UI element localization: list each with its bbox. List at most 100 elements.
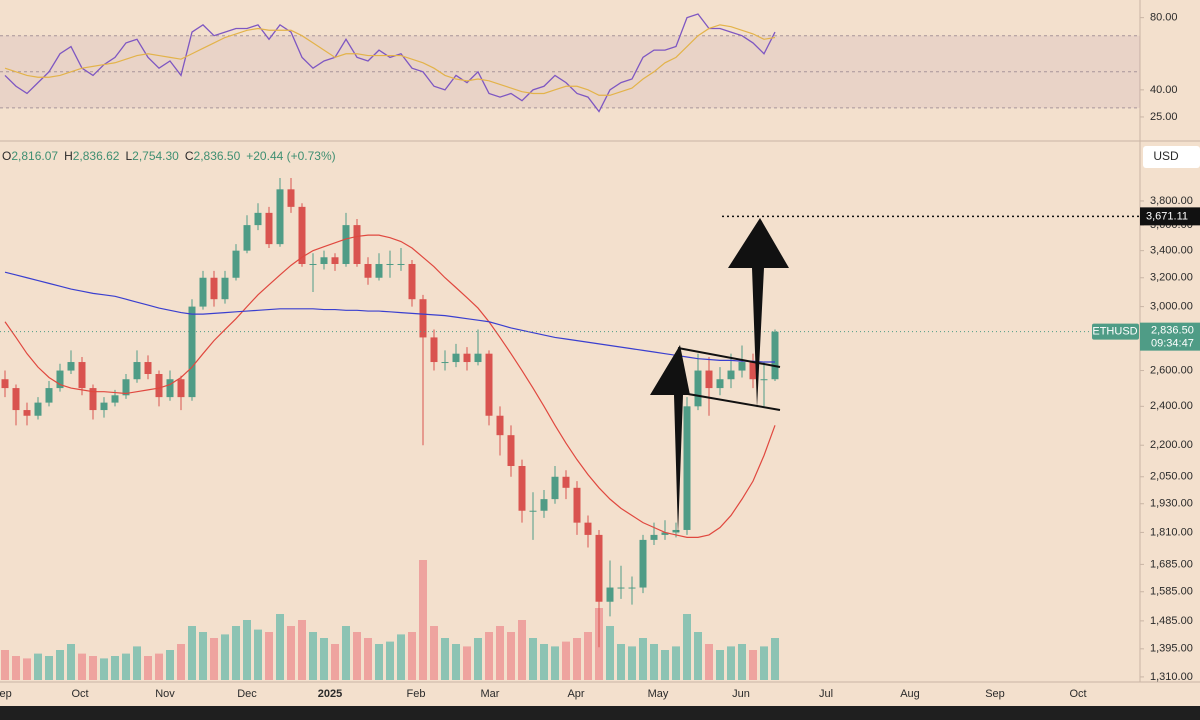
rsi-tick-label: 80.00: [1150, 12, 1178, 24]
volume-bar: [45, 656, 53, 680]
volume-bar: [716, 650, 724, 680]
candle-body: [254, 212, 262, 226]
candle-body: [45, 388, 53, 403]
volume-bar: [320, 638, 328, 680]
volume-bar: [353, 632, 361, 680]
volume-bar: [12, 656, 20, 680]
x-tick-label: Oct: [71, 688, 88, 700]
volume-bar: [606, 626, 614, 680]
annotations: [650, 218, 789, 535]
candle-body: [265, 212, 273, 245]
candle-body: [144, 362, 152, 375]
candle-body: [386, 263, 394, 265]
candle-body: [496, 415, 504, 436]
ohlc-value: +20.44 (+0.73%): [246, 149, 335, 163]
candle-body: [1, 379, 9, 389]
candle-body: [408, 263, 416, 300]
x-tick-label: May: [648, 688, 669, 700]
volume-bar: [199, 632, 207, 680]
x-tick-label: Feb: [407, 688, 426, 700]
y-tick-label: 1,395.00: [1150, 643, 1193, 655]
volume-bar: [386, 641, 394, 680]
pole-arrow: [650, 345, 690, 535]
candle-body: [683, 406, 691, 530]
ohlc-key: H: [64, 149, 73, 163]
candle-body: [716, 379, 724, 389]
volume-bar: [144, 656, 152, 680]
volume-bar: [672, 646, 680, 680]
volume-bar: [650, 644, 658, 680]
candle-body: [606, 587, 614, 602]
candle-body: [617, 587, 625, 589]
plot: 80.0040.0025.003,800.003,600.003,400.003…: [0, 12, 1193, 700]
candle-body: [485, 353, 493, 416]
volume-bar: [584, 632, 592, 680]
candle-body: [551, 476, 559, 500]
candle-body: [507, 435, 515, 467]
volume-bar: [342, 626, 350, 680]
candle-body: [584, 522, 592, 535]
ohlc-key: C: [185, 149, 194, 163]
ohlc-value: 2,836.50: [194, 149, 241, 163]
candle-body: [298, 206, 306, 264]
x-tick-label: 2025: [318, 688, 342, 700]
volume-bar: [738, 644, 746, 680]
flag-upper-line: [677, 347, 781, 368]
x-tick-label: Apr: [567, 688, 584, 700]
candle-body: [639, 539, 647, 588]
currency-box: [1143, 146, 1200, 168]
volume-bar: [298, 620, 306, 680]
x-tick-label: Sep: [985, 688, 1005, 700]
candle-body: [441, 362, 449, 364]
candle-body: [727, 370, 735, 380]
candle-body: [573, 487, 581, 523]
target-arrow: [728, 218, 789, 408]
candle-body: [529, 510, 537, 512]
candle-body: [166, 379, 174, 398]
candle-body: [595, 534, 603, 602]
candle-body: [56, 370, 64, 389]
volume-bar: [628, 646, 636, 680]
candle-body: [133, 362, 141, 380]
candle-body: [100, 402, 108, 411]
candle-body: [78, 362, 86, 389]
bottom-bar: [0, 706, 1200, 720]
candle-body: [23, 410, 31, 416]
candle-body: [243, 225, 251, 251]
currency-label: USD: [1153, 149, 1179, 163]
volume-bar: [771, 638, 779, 680]
volume-bar: [155, 653, 163, 680]
flag-lower-line: [687, 393, 781, 411]
x-tick-label: Jul: [819, 688, 833, 700]
ohlc-value: 2,836.62: [73, 149, 120, 163]
candle-body: [650, 534, 658, 540]
rsi-line: [4, 24, 776, 96]
volume-bar: [694, 632, 702, 680]
y-tick-label: 1,810.00: [1150, 526, 1193, 538]
candle-body: [419, 299, 427, 338]
volume-bar: [617, 644, 625, 680]
candle-body: [694, 370, 702, 407]
rsi-line: [4, 13, 776, 113]
volume-bar: [562, 641, 570, 680]
volume-bar: [639, 638, 647, 680]
volume-bar: [166, 650, 174, 680]
y-tick-label: 1,685.00: [1150, 558, 1193, 570]
ohlc-key: L: [125, 149, 132, 163]
volume-bar: [34, 653, 42, 680]
candle-body: [661, 532, 669, 535]
symbol-label: ETHUSD: [1092, 326, 1137, 338]
candle-body: [210, 277, 218, 300]
moving-average: [4, 234, 776, 538]
volume-bar: [122, 653, 130, 680]
countdown-label: 09:34:47: [1151, 338, 1194, 350]
ohlc-value: 2,816.07: [11, 149, 58, 163]
candle-body: [111, 395, 119, 403]
symbol-box: [1092, 323, 1139, 340]
volume-bar: [485, 632, 493, 680]
volume-bar: [188, 626, 196, 680]
volume-bar: [1, 650, 9, 680]
volume-bar: [551, 646, 559, 680]
candle-body: [672, 529, 680, 533]
x-tick-label: Nov: [155, 688, 175, 700]
